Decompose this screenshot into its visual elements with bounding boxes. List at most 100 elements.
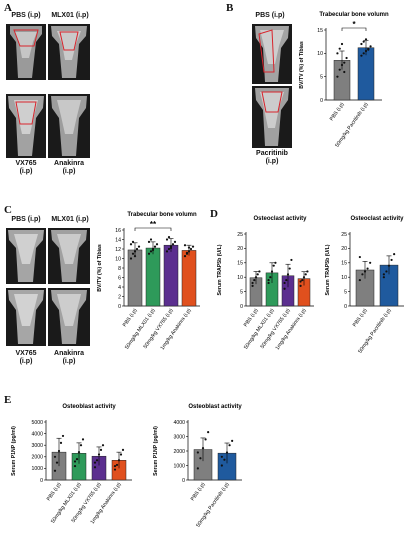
data-point: [79, 444, 83, 447]
data-point: [340, 42, 344, 46]
data-point: [366, 267, 369, 270]
data-point: [301, 278, 304, 282]
y-tick-label: 3000: [173, 434, 185, 440]
y-tick-label: 5: [320, 74, 323, 80]
data-point: [269, 276, 272, 279]
label-anakinra-c: Anakinra (i.p): [54, 350, 84, 365]
data-point: [283, 281, 286, 285]
data-point: [73, 460, 77, 463]
y-axis-label: Serum TRAP5b (U/L): [325, 244, 331, 295]
data-point: [223, 458, 226, 461]
data-point: [131, 252, 135, 255]
y-tick-label: 2000: [173, 449, 185, 455]
y-tick-label: 20: [237, 246, 243, 252]
data-point: [358, 278, 361, 282]
y-axis-label: Serum P1NP (pg/ml): [11, 426, 17, 476]
y-tick-label: 5000: [31, 420, 43, 426]
data-point: [173, 240, 177, 243]
x-tick-label: 1mg/kg Anakinra (i.p): [275, 307, 308, 351]
data-point: [220, 464, 223, 467]
data-point: [340, 63, 344, 67]
data-point: [201, 447, 205, 450]
significance-marker: **: [150, 220, 157, 229]
data-point: [254, 276, 258, 279]
y-tick-label: 0: [320, 98, 323, 104]
data-point: [364, 38, 368, 41]
data-point: [336, 52, 339, 55]
data-point: [272, 264, 275, 267]
data-point: [113, 464, 117, 468]
data-point: [369, 45, 372, 48]
y-tick-label: 6: [118, 275, 121, 281]
data-point: [187, 246, 191, 249]
micro-ct-image-vx765: [6, 94, 46, 158]
micro-ct-image-mlx01-c: [48, 228, 90, 284]
data-point: [61, 434, 65, 438]
data-point: [133, 255, 137, 258]
data-point: [151, 248, 155, 252]
y-tick-label: 10: [237, 275, 243, 281]
data-point: [196, 451, 199, 454]
y-tick-label: 2: [118, 294, 121, 300]
data-point: [121, 448, 125, 451]
data-point: [220, 455, 223, 458]
data-point: [283, 287, 286, 290]
panel-letter-e: E: [4, 394, 12, 406]
data-point: [258, 270, 261, 273]
data-point: [390, 258, 393, 262]
data-point: [364, 49, 368, 53]
chart-title: Osteoclast activity: [350, 216, 404, 222]
x-tick-label: PBS (i.p): [243, 307, 260, 328]
y-tick-label: 15: [341, 261, 347, 267]
y-tick-label: 0: [344, 304, 347, 310]
y-tick-label: 4000: [31, 431, 43, 437]
data-point: [137, 245, 141, 248]
y-tick-label: 2000: [31, 455, 43, 461]
panel-letter-d: D: [210, 208, 218, 220]
data-point: [73, 464, 77, 468]
label-pbs: PBS (i.p): [11, 12, 41, 19]
bar: [181, 250, 197, 307]
data-point: [101, 444, 105, 447]
y-tick-label: 5: [344, 289, 347, 295]
data-point: [336, 75, 339, 78]
data-point: [304, 273, 307, 276]
data-point: [251, 284, 254, 287]
chart-title: Osteoclast activity: [253, 216, 307, 222]
micro-ct-image-pbs-b: [252, 24, 292, 84]
data-point: [77, 451, 81, 454]
data-point: [369, 261, 372, 264]
data-point: [129, 257, 133, 260]
micro-ct-image-pbs-c: [6, 228, 46, 284]
data-point: [285, 278, 288, 282]
y-tick-label: 15: [317, 28, 323, 34]
data-point: [81, 438, 85, 441]
data-point: [171, 243, 175, 246]
data-point: [57, 449, 61, 453]
data-point: [117, 459, 121, 462]
data-point: [191, 245, 195, 248]
label-pbs-b: PBS (i.p): [255, 12, 285, 19]
chart-b: Trabecular bone volumn BV/TV (%) of Tibia…: [299, 12, 389, 149]
y-tick-label: 4: [118, 285, 121, 291]
y-tick-label: 10: [317, 51, 323, 57]
panel-letter-b: B: [226, 2, 234, 14]
y-axis-label: BV/TV (%) of Tibias: [299, 41, 305, 89]
label-mlx01-c: MLX01 (i.p): [51, 216, 89, 223]
y-tick-label: 4000: [173, 420, 185, 426]
y-tick-label: 12: [115, 247, 121, 253]
data-point: [382, 276, 385, 279]
data-point: [55, 461, 59, 464]
data-point: [290, 258, 293, 262]
data-point: [183, 255, 187, 258]
data-point: [147, 240, 151, 243]
micro-ct-image-pbs: [6, 24, 46, 80]
y-tick-label: 0: [40, 478, 43, 484]
micro-ct-image-vx765-c: [6, 288, 46, 346]
chart-e-left: Osteoblast activity Serum P1NP (pg/ml) 0 10…: [11, 404, 132, 525]
data-point: [363, 270, 367, 273]
label-mlx01: MLX01 (i.p): [51, 12, 89, 19]
x-tick-label: PBS (i.p): [190, 481, 207, 502]
data-point: [256, 273, 259, 276]
data-point: [95, 459, 99, 462]
